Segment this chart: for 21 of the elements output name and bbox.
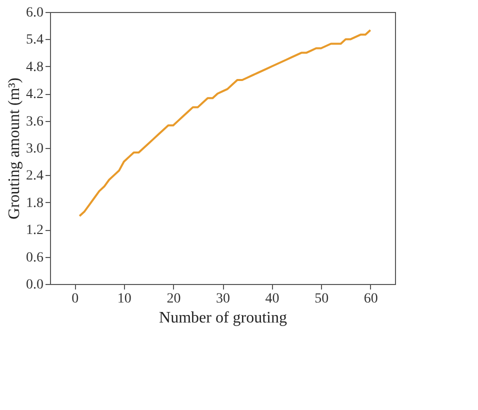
x-tick-label: 10	[117, 292, 132, 306]
y-tick-label: 2.4	[26, 168, 44, 184]
x-axis-title: Number of grouting	[159, 310, 287, 326]
x-tick-label: 40	[265, 292, 280, 306]
x-tick-label: 20	[166, 292, 181, 306]
y-tick-label: 1.2	[26, 223, 44, 238]
x-tick-label: 0	[72, 292, 79, 306]
x-tick-label: 50	[314, 292, 329, 306]
line-series	[78, 29, 372, 217]
y-tick-label: 0.6	[26, 250, 44, 266]
y-tick-label: 3.0	[26, 142, 44, 156]
y-tick-label: 1.8	[26, 196, 44, 211]
y-tick-label: 6.0	[26, 6, 44, 20]
y-tick-label: 5.4	[26, 32, 44, 48]
y-tick-label: 0.0	[26, 278, 44, 292]
y-tick-label: 4.2	[26, 87, 44, 102]
y-axis-title: Grouting amount (m³)	[6, 78, 23, 220]
y-tick-label: 4.8	[26, 60, 44, 75]
x-tick-label: 60	[364, 292, 378, 306]
y-tick-label: 3.6	[26, 114, 44, 130]
x-tick-label: 30	[216, 292, 230, 306]
